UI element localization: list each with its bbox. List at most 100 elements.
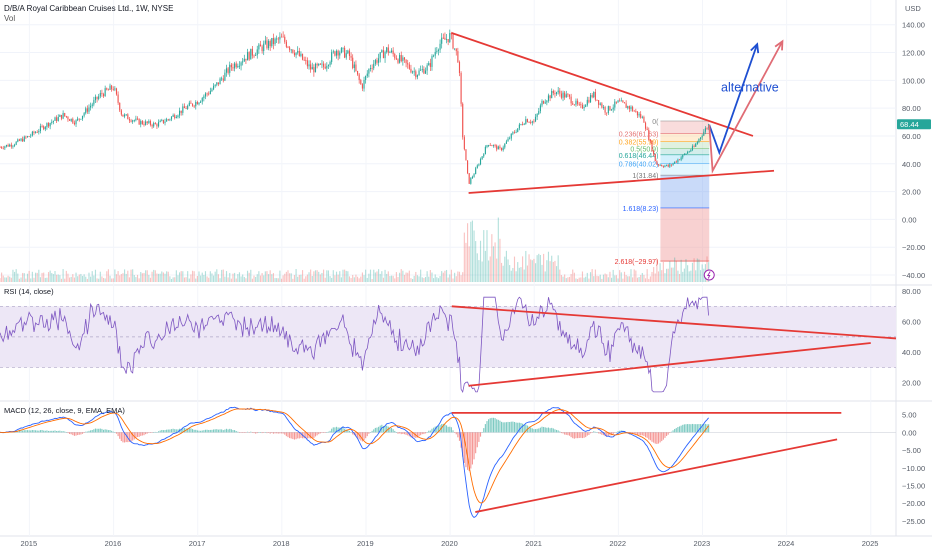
macd-histogram-bar <box>157 431 160 433</box>
macd-histogram-bar <box>539 427 541 433</box>
volume-bar <box>225 271 228 282</box>
macd-histogram-bar <box>416 432 418 438</box>
volume-bar <box>177 275 179 282</box>
time-tick-label: 2016 <box>105 539 122 548</box>
candle-body <box>268 40 270 49</box>
macd-histogram-bar <box>311 432 313 438</box>
macd-signal-line <box>0 408 709 504</box>
candle-body <box>245 58 247 61</box>
fib-band <box>660 133 710 142</box>
candle-body <box>386 47 388 52</box>
volume-bar <box>538 253 540 282</box>
volume-bar <box>245 278 247 282</box>
volume-bar <box>284 273 286 282</box>
candle-body <box>143 123 145 125</box>
macd-histogram-bar <box>502 422 504 433</box>
macd-histogram-bar <box>450 427 452 433</box>
candle-body <box>56 117 58 121</box>
candle-body <box>397 59 399 63</box>
volume-bar <box>544 271 546 282</box>
candle-body <box>492 145 495 146</box>
candle-body <box>580 104 582 105</box>
candle-body <box>212 85 215 90</box>
candle-body <box>365 76 367 80</box>
macd-histogram-bar <box>94 428 97 433</box>
candle-body <box>316 63 318 66</box>
volume-bar <box>347 271 349 282</box>
volume-bar <box>672 267 674 282</box>
candle-body <box>363 79 365 89</box>
candle-body <box>263 43 265 52</box>
macd-histogram-bar <box>237 431 239 433</box>
price-tick-label: 140.00 <box>902 21 925 30</box>
macd-histogram-bar <box>337 427 339 433</box>
candle-body <box>124 114 126 117</box>
macd-histogram-bar <box>547 427 550 433</box>
volume-bar <box>478 260 480 282</box>
macd-histogram-bar <box>704 423 706 433</box>
candle-body <box>489 145 491 146</box>
volume-bar <box>680 259 682 282</box>
volume-bar <box>51 273 53 282</box>
volume-bar <box>562 276 564 282</box>
volume-bar <box>444 270 446 282</box>
macd-histogram-bar <box>77 432 79 436</box>
volume-bar <box>243 276 245 282</box>
volume-bar <box>138 278 140 282</box>
volume-bar <box>1 272 3 282</box>
candle-body <box>295 52 297 56</box>
candle-body <box>454 48 456 50</box>
candle-body <box>125 114 127 116</box>
candle-body <box>238 65 241 67</box>
candle-body <box>475 168 477 175</box>
candle-body <box>196 102 198 105</box>
candle-body <box>204 93 207 97</box>
macd-histogram-bar <box>271 432 273 433</box>
volume-bar <box>212 275 215 282</box>
macd-histogram-bar <box>298 432 300 439</box>
macd-histogram-bar <box>509 422 511 433</box>
candle-body <box>674 161 676 164</box>
volume-bar <box>269 270 271 282</box>
candle-body <box>54 117 56 121</box>
candle-body <box>0 147 1 148</box>
macd-tick-label: 5.00 <box>902 411 917 420</box>
macd-histogram-bar <box>678 426 681 433</box>
macd-histogram-bar <box>371 430 373 433</box>
macd-histogram-bar <box>588 432 590 435</box>
candle-body <box>38 130 40 133</box>
candle-body <box>198 102 200 105</box>
candle-body <box>452 34 454 49</box>
volume-bar <box>179 272 181 282</box>
macd-histogram-bar <box>323 432 325 433</box>
candle-body <box>350 56 352 58</box>
volume-bar <box>416 275 418 282</box>
volume-bar <box>418 276 420 282</box>
volume-bar <box>656 259 658 282</box>
volume-bar <box>496 258 498 282</box>
candle-body <box>214 84 216 86</box>
macd-histogram-bar <box>250 431 252 433</box>
macd-histogram-bar <box>258 432 260 433</box>
macd-histogram-bar <box>685 424 687 433</box>
volume-bar <box>319 274 321 282</box>
candle-body <box>154 123 156 125</box>
macd-histogram-bar <box>232 430 234 433</box>
candle-body <box>400 55 402 62</box>
volume-bar <box>488 260 490 282</box>
candle-body <box>538 111 540 114</box>
volume-bar <box>555 266 558 282</box>
volume-bar <box>277 278 279 282</box>
candle-body <box>505 141 507 144</box>
candle-body <box>439 43 441 50</box>
macd-histogram-bar <box>73 432 75 436</box>
volume-bar <box>30 278 32 282</box>
volume-bar <box>4 277 6 282</box>
volume-bar <box>209 271 211 282</box>
volume-bar <box>599 274 601 282</box>
macd-histogram-bar <box>177 429 179 433</box>
macd-histogram-bar <box>568 432 571 436</box>
candle-body <box>656 161 658 165</box>
macd-histogram-bar <box>426 431 428 433</box>
macd-histogram-bar <box>617 431 619 433</box>
